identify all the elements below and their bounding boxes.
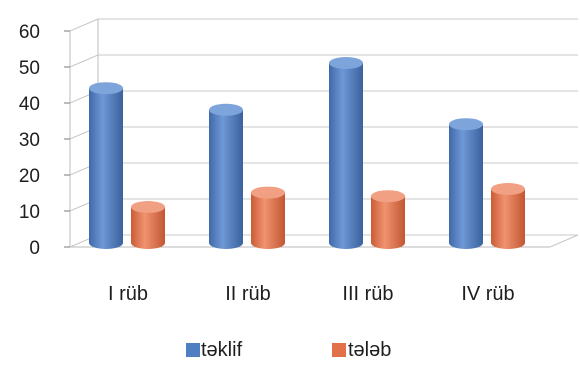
bar-base [89, 237, 123, 249]
bar-2-1 [131, 201, 165, 249]
y-tick-label: 40 [19, 94, 40, 115]
bar-base [131, 237, 165, 249]
bar-cap [131, 201, 165, 213]
bar-cap [251, 186, 285, 199]
bar-body [491, 189, 525, 243]
bar-body [449, 124, 483, 243]
x-axis-categories: I rüb II rüb III rüb IV rüb [108, 283, 515, 305]
bar-2-3 [371, 190, 405, 249]
x-category-label: II rüb [225, 283, 271, 305]
y-tick-label: 30 [19, 130, 40, 151]
y-tick-label: 50 [19, 58, 40, 79]
x-category-label: IV rüb [461, 283, 514, 305]
bar-cap [371, 190, 405, 203]
bar-base [209, 237, 243, 249]
bar-cap [89, 82, 123, 95]
bar-base [329, 237, 363, 249]
legend-swatch-series-1 [186, 343, 200, 357]
bar-2-4 [491, 183, 525, 249]
bar-cap [449, 118, 483, 131]
bar-1-2 [209, 103, 243, 249]
bars [89, 57, 525, 249]
bar-cap [329, 57, 363, 69]
legend: təklif tələb [186, 339, 391, 361]
x-category-label: III rüb [342, 283, 393, 305]
legend-swatch-series-2 [332, 343, 346, 357]
bar-base [371, 237, 405, 249]
y-tick-label: 20 [19, 166, 40, 187]
bar-body [371, 196, 405, 243]
y-tick-label: 10 [19, 202, 40, 223]
y-tick-label: 60 [19, 22, 40, 43]
bar-base [251, 237, 285, 249]
bar-2-2 [251, 186, 285, 249]
bar-1-3 [329, 57, 363, 249]
bar-cap [491, 183, 525, 195]
gridline-side [69, 54, 99, 68]
gridline-side [69, 18, 99, 32]
legend-label-series-1: təklif [201, 339, 243, 361]
bar-body [89, 88, 123, 243]
bar-cap [209, 103, 243, 116]
y-axis-ticks: 0 10 20 30 40 50 60 [19, 22, 70, 259]
bar-1-1 [89, 82, 123, 249]
x-category-label: I rüb [108, 283, 148, 305]
bar-body [209, 109, 243, 243]
legend-label-series-2: tələb [348, 339, 391, 361]
floor-right-edge [549, 234, 579, 248]
bar-1-4 [449, 118, 483, 249]
y-tick-label: 0 [29, 238, 40, 259]
bar-base [491, 237, 525, 249]
bar-body [251, 192, 285, 243]
bar-body [329, 63, 363, 243]
bar-base [449, 237, 483, 249]
